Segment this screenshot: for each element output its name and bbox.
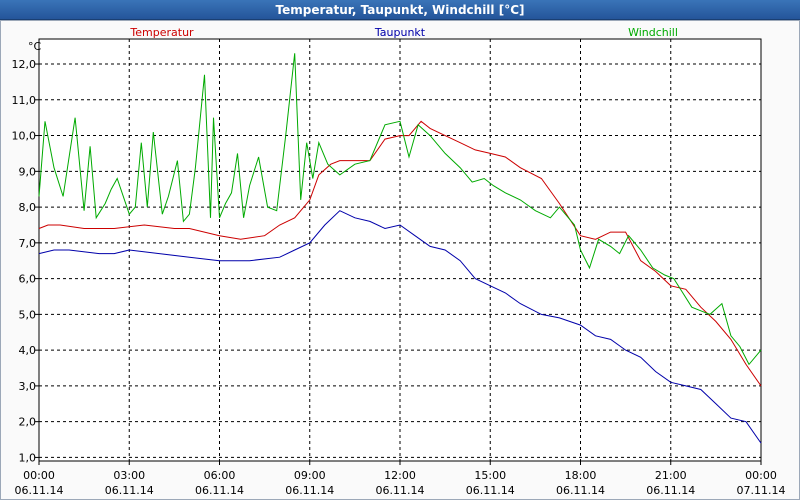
y-tick-label: 2,0 — [19, 416, 37, 429]
series-lines — [38, 53, 762, 444]
x-tick-time: 06:00 — [204, 469, 236, 482]
x-tick-time: 03:00 — [113, 469, 145, 482]
y-tick-label: 8,0 — [19, 201, 37, 214]
y-tick-label: 12,0 — [12, 58, 37, 71]
legend-taupunkt: Taupunkt — [374, 26, 426, 39]
x-axis-ticks: 00:00 06.11.14 03:00 06.11.14 06:00 06.11.14 0… — [15, 461, 786, 497]
x-tick-date: 06.11.14 — [195, 484, 244, 497]
x-tick-date: 06.11.14 — [105, 484, 154, 497]
y-tick-label: 1,0 — [19, 451, 37, 464]
y-tick-label: 10,0 — [12, 130, 37, 143]
x-tick-date: 06.11.14 — [466, 484, 515, 497]
y-tick-label: 7,0 — [19, 237, 37, 250]
x-tick-time: 21:00 — [655, 469, 687, 482]
x-tick-date: 06.11.14 — [646, 484, 695, 497]
x-tick-time: 18:00 — [565, 469, 597, 482]
window-title: Temperatur, Taupunkt, Windchill [°C] — [0, 0, 800, 20]
x-tick-date: 06.11.14 — [376, 484, 425, 497]
y-tick-label: 6,0 — [19, 273, 37, 286]
y-axis-ticks: 1,0 2,0 3,0 4,0 5,0 6,0 7,0 8,0 9,0 10,0 11,0 12,0 — [12, 58, 39, 464]
y-tick-label: 3,0 — [19, 380, 37, 393]
y-tick-label: 9,0 — [19, 165, 37, 178]
x-tick-date: 07.11.14 — [737, 484, 786, 497]
windchill-line — [38, 53, 762, 366]
x-tick-time: 09:00 — [294, 469, 326, 482]
y-axis-label: °C — [28, 40, 42, 53]
x-tick-date: 06.11.14 — [285, 484, 334, 497]
y-tick-label: 11,0 — [12, 94, 37, 107]
temperatur-line — [38, 120, 762, 387]
y-tick-label: 4,0 — [19, 344, 37, 357]
x-tick-time: 00:00 — [745, 469, 777, 482]
legend-windchill: Windchill — [628, 26, 678, 39]
x-tick-time: 00:00 — [23, 469, 55, 482]
x-tick-time: 15:00 — [474, 469, 506, 482]
legend-temperatur: Temperatur — [129, 26, 194, 39]
x-tick-date: 06.11.14 — [15, 484, 64, 497]
x-tick-time: 12:00 — [384, 469, 416, 482]
taupunkt-line — [38, 210, 762, 444]
x-tick-date: 06.11.14 — [556, 484, 605, 497]
y-tick-label: 5,0 — [19, 308, 37, 321]
